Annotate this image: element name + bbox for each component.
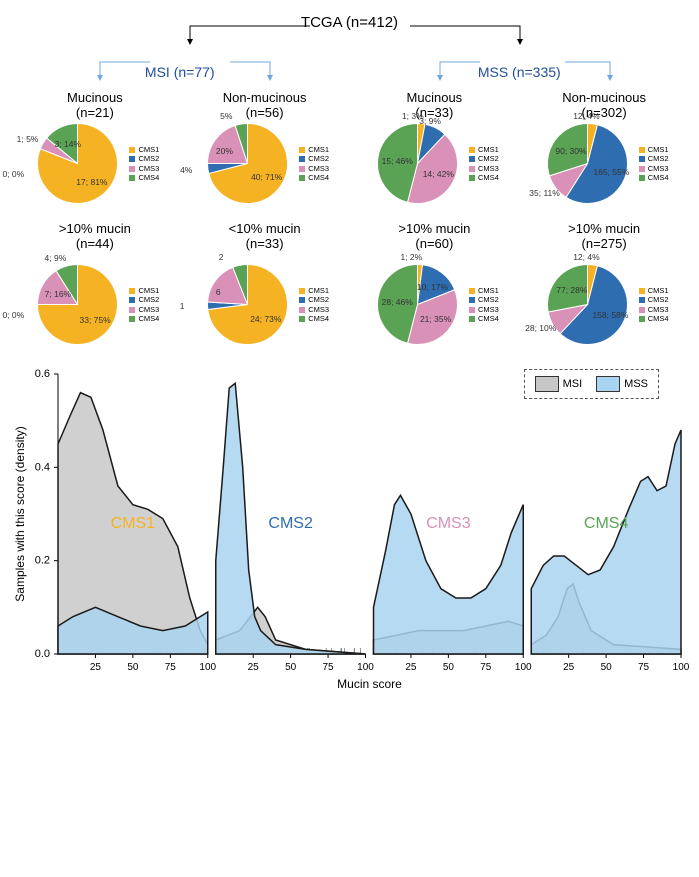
pie-slice-label: 1 <box>180 301 185 311</box>
density-plot: 0.0 0.2 0.4 0.6 Samples with this score (den… <box>10 364 689 694</box>
svg-text:100: 100 <box>515 662 532 673</box>
pie-slice-label: 0; 0% <box>2 169 24 179</box>
pie-cell: 33; 75%0; 0%7; 16%4; 9%CMS1CMS2CMS3CMS4 <box>13 257 176 352</box>
pie-legend: CMS1CMS2CMS3CMS4 <box>129 145 159 183</box>
svg-text:0.6: 0.6 <box>35 368 50 380</box>
svg-text:50: 50 <box>285 662 297 673</box>
pie-cell: 12; 4%165; 55%35; 11%90; 30%CMS1CMS2CMS3… <box>523 116 686 211</box>
pie-legend: CMS1CMS2CMS3CMS4 <box>299 286 329 324</box>
pie-cell: 12; 4%158; 58%28; 10%77; 28%CMS1CMS2CMS3… <box>523 257 686 352</box>
pie-cell: 24; 73%162CMS1CMS2CMS3CMS4 <box>183 257 346 352</box>
svg-text:100: 100 <box>357 662 374 673</box>
svg-text:CMS3: CMS3 <box>426 515 471 532</box>
branch-mss: MSS (n=335) <box>356 64 682 80</box>
density-legend: MSI MSS <box>524 369 659 399</box>
pie-legend: CMS1CMS2CMS3CMS4 <box>639 145 669 183</box>
svg-text:75: 75 <box>638 662 650 673</box>
pie-row-1: 17; 81%0; 0%1; 5%3; 14%CMS1CMS2CMS3CMS44… <box>10 116 689 211</box>
svg-text:25: 25 <box>248 662 260 673</box>
pie-cell: 17; 81%0; 0%1; 5%3; 14%CMS1CMS2CMS3CMS4 <box>13 116 176 211</box>
pie-legend: CMS1CMS2CMS3CMS4 <box>469 145 499 183</box>
pie-cell: 1; 2%10; 17%21; 35%28; 46%CMS1CMS2CMS3CM… <box>353 257 516 352</box>
svg-text:Samples with this score (densi: Samples with this score (density) <box>13 426 27 601</box>
svg-text:CMS1: CMS1 <box>111 515 156 532</box>
svg-text:100: 100 <box>673 662 689 673</box>
pie-legend: CMS1CMS2CMS3CMS4 <box>299 145 329 183</box>
svg-text:CMS4: CMS4 <box>584 515 629 532</box>
pie-legend: CMS1CMS2CMS3CMS4 <box>639 286 669 324</box>
svg-text:75: 75 <box>165 662 177 673</box>
pie-legend: CMS1CMS2CMS3CMS4 <box>129 286 159 324</box>
row2-titles: >10% mucin(n=44) <10% mucin(n=33) >10% m… <box>10 221 689 251</box>
svg-text:0.4: 0.4 <box>35 461 50 473</box>
svg-text:75: 75 <box>480 662 492 673</box>
svg-text:25: 25 <box>90 662 102 673</box>
svg-text:50: 50 <box>127 662 139 673</box>
hierarchy-diagram: TCGA (n=412) MSI (n=77) MSS (n=335) Muci… <box>10 10 689 110</box>
svg-text:0.2: 0.2 <box>35 555 50 567</box>
pie-row-2: 33; 75%0; 0%7; 16%4; 9%CMS1CMS2CMS3CMS42… <box>10 257 689 352</box>
svg-text:25: 25 <box>563 662 575 673</box>
pie-slice-label: 4% <box>180 165 192 175</box>
svg-text:Mucin score: Mucin score <box>337 677 402 691</box>
svg-text:50: 50 <box>443 662 455 673</box>
root-label: TCGA (n=412) <box>301 14 398 31</box>
density-area: MSI MSS 0.0 0.2 0.4 0.6 Samples with this sc… <box>10 364 689 697</box>
svg-text:25: 25 <box>405 662 417 673</box>
pie-cell: 40; 71%4%20%5%CMS1CMS2CMS3CMS4 <box>183 116 346 211</box>
svg-text:75: 75 <box>323 662 335 673</box>
pie-cell: 1; 3%3; 9%14; 42%15; 46%CMS1CMS2CMS3CMS4 <box>353 116 516 211</box>
branch-msi: MSI (n=77) <box>17 64 343 80</box>
svg-text:100: 100 <box>199 662 216 673</box>
svg-text:CMS2: CMS2 <box>268 515 313 532</box>
pie-legend: CMS1CMS2CMS3CMS4 <box>469 286 499 324</box>
svg-text:0.0: 0.0 <box>35 648 50 660</box>
pie-slice-label: 0; 0% <box>2 310 24 320</box>
svg-text:50: 50 <box>601 662 613 673</box>
